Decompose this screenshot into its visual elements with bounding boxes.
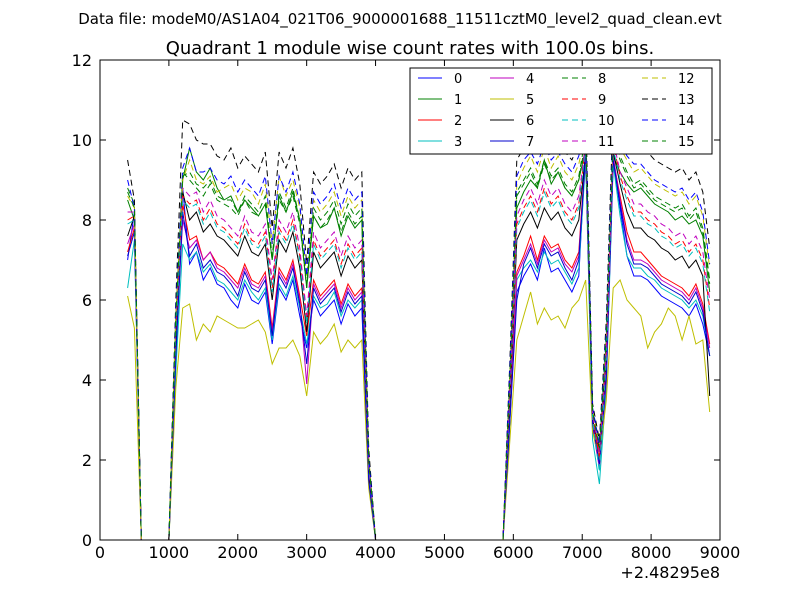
y-tick-label: 6 bbox=[82, 291, 92, 310]
x-tick-label: 4000 bbox=[355, 543, 396, 562]
x-tick-label: 6000 bbox=[493, 543, 534, 562]
series-line-8 bbox=[127, 139, 711, 540]
legend-label-5: 5 bbox=[526, 93, 534, 108]
series-line-7 bbox=[127, 151, 711, 540]
legend-label-12: 12 bbox=[678, 72, 695, 87]
y-tick-label: 12 bbox=[72, 51, 92, 70]
legend-frame bbox=[409, 67, 713, 155]
y-tick-label: 4 bbox=[82, 371, 92, 390]
y-tick-label: 2 bbox=[82, 451, 92, 470]
legend-label-15: 15 bbox=[678, 135, 695, 150]
legend-label-14: 14 bbox=[678, 114, 695, 129]
series-line-2 bbox=[127, 147, 711, 540]
series-line-5 bbox=[127, 279, 711, 540]
series-line-12 bbox=[127, 127, 711, 540]
x-tick-label: 1000 bbox=[149, 543, 190, 562]
series-line-0 bbox=[127, 147, 711, 540]
legend-label-11: 11 bbox=[598, 135, 615, 150]
x-tick-label: 7000 bbox=[562, 543, 603, 562]
x-tick-label: 0 bbox=[95, 543, 105, 562]
legend-label-4: 4 bbox=[526, 72, 534, 87]
series-line-9 bbox=[127, 143, 711, 540]
series-line-10 bbox=[127, 147, 711, 540]
legend-label-10: 10 bbox=[598, 114, 615, 129]
x-tick-label: 9000 bbox=[700, 543, 741, 562]
x-tick-label: 2000 bbox=[217, 543, 258, 562]
legend-label-7: 7 bbox=[526, 135, 534, 150]
x-axis: 0 1000 2000 3000 4000 5000 6000 7000 8000 9000 bbox=[95, 60, 740, 562]
x-tick-label: 3000 bbox=[286, 543, 327, 562]
x-tick-label: 5000 bbox=[424, 543, 465, 562]
series-line-11 bbox=[127, 139, 711, 540]
series-line-6 bbox=[127, 151, 711, 540]
series-line-14 bbox=[127, 123, 711, 540]
series-line-1 bbox=[127, 147, 711, 540]
y-tick-label: 0 bbox=[82, 531, 92, 550]
series-line-15 bbox=[127, 135, 711, 540]
series-line-3 bbox=[127, 159, 711, 540]
legend-label-1: 1 bbox=[454, 93, 462, 108]
legend-label-2: 2 bbox=[454, 114, 462, 129]
legend-label-0: 0 bbox=[454, 72, 462, 87]
legend-label-3: 3 bbox=[454, 135, 462, 150]
x-tick-label: 8000 bbox=[631, 543, 672, 562]
chart-suptitle: Data file: modeM0/AS1A04_021T06_90000016… bbox=[78, 10, 722, 29]
legend-label-8: 8 bbox=[598, 72, 606, 87]
series-layer bbox=[127, 107, 711, 540]
legend-label-9: 9 bbox=[598, 93, 606, 108]
series-line-13 bbox=[127, 107, 711, 540]
legend-label-13: 13 bbox=[678, 93, 695, 108]
legend-label-6: 6 bbox=[526, 114, 534, 129]
x-offset-label: +2.48295e8 bbox=[620, 563, 720, 582]
y-tick-label: 8 bbox=[82, 211, 92, 230]
y-tick-label: 10 bbox=[72, 131, 92, 150]
series-line-4 bbox=[127, 151, 711, 540]
chart-title: Quadrant 1 module wise count rates with … bbox=[166, 38, 655, 59]
